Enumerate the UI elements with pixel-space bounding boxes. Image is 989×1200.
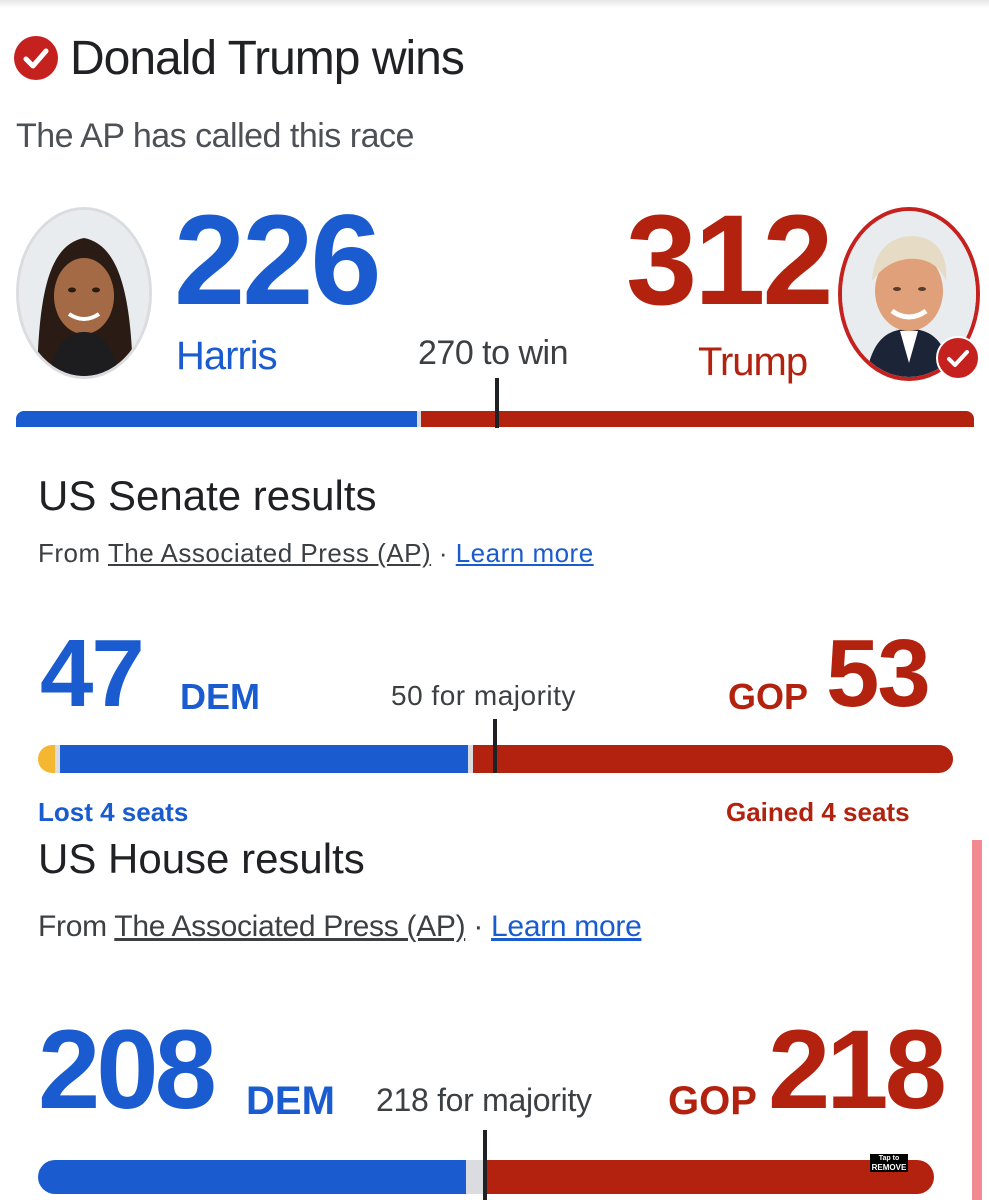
win-check-icon xyxy=(14,36,58,80)
house-dem-count: 208 xyxy=(38,1007,217,1132)
house-dem-segment xyxy=(38,1160,466,1194)
house-seat-bar xyxy=(38,1160,934,1194)
badge-line-2: REMOVE xyxy=(871,1163,907,1172)
race-call-subtitle: The AP has called this race xyxy=(16,117,414,155)
harris-avatar[interactable] xyxy=(16,207,152,379)
scroll-indicator xyxy=(972,840,982,1200)
senate-source-link[interactable]: The Associated Press (AP) xyxy=(107,538,432,568)
threshold-label: 270 to win xyxy=(418,334,569,372)
tap-to-remove-badge[interactable]: Tap to REMOVE xyxy=(870,1154,908,1172)
harris-name[interactable]: Harris xyxy=(176,334,278,378)
senate-independent-segment xyxy=(38,745,55,773)
senate-gop-label: GOP xyxy=(728,676,809,717)
senate-dem-segment xyxy=(60,745,468,773)
house-majority-label: 218 for majority xyxy=(376,1082,592,1118)
senate-majority-label: 50 for majority xyxy=(391,680,576,711)
badge-line-1: Tap to xyxy=(878,1155,900,1162)
separator: · xyxy=(431,538,456,568)
house-section-title[interactable]: US House results xyxy=(38,835,365,882)
source-prefix: From xyxy=(38,538,108,568)
race-call-headline: Donald Trump wins xyxy=(70,32,465,85)
senate-dem-label: DEM xyxy=(180,676,260,717)
senate-dem-change: Lost 4 seats xyxy=(38,797,189,827)
house-majority-marker xyxy=(483,1130,487,1200)
threshold-marker xyxy=(495,378,499,428)
trump-bar-segment xyxy=(421,411,974,427)
senate-section-title[interactable]: US Senate results xyxy=(38,472,377,519)
senate-dem-count: 47 xyxy=(40,620,145,727)
senate-majority-marker xyxy=(493,719,497,773)
senate-gap xyxy=(55,745,60,773)
senate-learn-more-link[interactable]: Learn more xyxy=(455,538,594,568)
house-uncalled-segment xyxy=(466,1160,486,1194)
senate-seat-bar xyxy=(38,745,953,773)
senate-gop-segment xyxy=(473,745,953,773)
harris-electoral-votes: 226 xyxy=(174,189,382,332)
trump-electoral-votes: 312 xyxy=(626,189,834,332)
senate-gop-change: Gained 4 seats xyxy=(726,797,910,827)
senate-divider xyxy=(468,745,473,773)
house-gop-label: GOP xyxy=(668,1079,757,1123)
house-source-line: From The Associated Press (AP) · Learn m… xyxy=(38,908,642,946)
house-learn-more-link[interactable]: Learn more xyxy=(491,910,642,943)
house-gop-count: 218 xyxy=(768,1007,947,1132)
trump-winner-check-icon xyxy=(936,336,980,380)
separator: · xyxy=(465,910,492,943)
harris-bar-segment xyxy=(16,411,417,427)
senate-gop-count: 53 xyxy=(826,620,931,727)
house-gop-segment xyxy=(486,1160,934,1194)
source-prefix: From xyxy=(38,910,115,943)
trump-name[interactable]: Trump xyxy=(698,340,808,384)
top-edge-shadow xyxy=(0,0,989,8)
senate-source-line: From The Associated Press (AP) · Learn m… xyxy=(38,536,594,570)
house-source-link[interactable]: The Associated Press (AP) xyxy=(114,910,466,943)
house-dem-label: DEM xyxy=(246,1079,335,1123)
